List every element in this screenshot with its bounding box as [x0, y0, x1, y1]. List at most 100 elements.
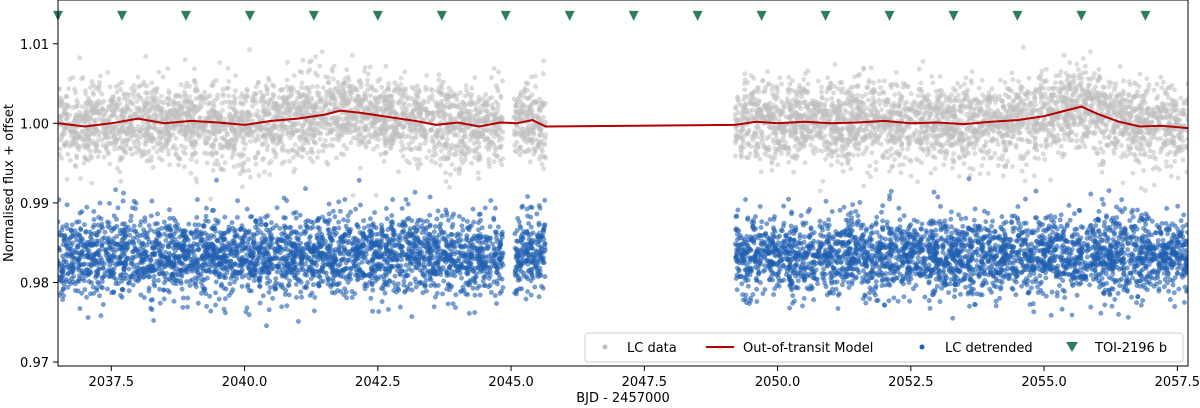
lc-data-point [95, 154, 101, 160]
lc-data-point [368, 92, 374, 98]
lc-data-point [469, 160, 475, 166]
lc-data-point [307, 59, 313, 65]
lc-data-point [221, 167, 227, 173]
lc-data-point [159, 147, 165, 153]
lc-data-point [189, 99, 195, 105]
lc-data-point [290, 154, 296, 160]
lc-data-point [472, 130, 478, 136]
lc-data-point [74, 97, 80, 103]
lc-data-point [840, 168, 846, 174]
lc-data-point [416, 89, 422, 95]
lc-data-point [204, 128, 210, 134]
lc-data-point [416, 101, 422, 107]
lc-data-point [511, 115, 517, 121]
lc-data-point [513, 103, 519, 109]
lc-data-point [299, 145, 305, 151]
lc-data-point [119, 122, 125, 128]
lc-data-point [433, 160, 439, 166]
lc-data-point [207, 100, 213, 106]
lc-data-point [533, 99, 539, 105]
lc-data-point [992, 150, 998, 156]
lc-data-point [148, 158, 154, 164]
lc-data-point [769, 167, 775, 173]
lc-data-point [210, 167, 216, 173]
lc-data-point [341, 142, 347, 148]
lc-data-point [101, 98, 107, 104]
lc-data-point [165, 101, 171, 107]
lc-data-point [262, 169, 268, 175]
lc-data-point [325, 131, 331, 137]
lc-data-point [241, 152, 247, 158]
lc-data-point [434, 127, 440, 133]
lc-data-point [819, 94, 825, 100]
lc-data-point [358, 84, 364, 90]
lc-data-point [482, 136, 488, 142]
lc-data-point [261, 93, 267, 99]
lc-data-point [165, 65, 171, 71]
lc-data-point [192, 150, 198, 156]
lc-data-point [1087, 119, 1093, 125]
lc-data-point [288, 113, 294, 119]
lc-data-point [450, 93, 456, 99]
lc-data-point [961, 81, 967, 87]
lc-data-point [1101, 84, 1107, 90]
lc-data-point [428, 86, 434, 92]
lc-data-point [182, 132, 188, 138]
lc-data-point [291, 73, 297, 79]
lc-data-point [237, 100, 243, 106]
lc-data-point [480, 132, 486, 138]
lc-data-point [423, 106, 429, 112]
lc-data-point [96, 79, 102, 85]
lc-data-point [266, 160, 272, 166]
lc-data-point [1144, 76, 1150, 82]
lc-data-point [835, 158, 841, 164]
lc-data-point [1106, 84, 1112, 90]
lc-data-point [245, 156, 251, 162]
lc-data-point [921, 148, 927, 154]
lc-data-point [936, 149, 942, 155]
lc-data-point [911, 99, 917, 105]
lc-data-point [160, 74, 166, 80]
lc-data-point [1151, 87, 1157, 93]
lc-data-point [70, 74, 76, 80]
lc-data-point [224, 85, 230, 91]
lc-data-point [864, 144, 870, 150]
lc-data-point [987, 155, 993, 161]
lc-data-point [511, 131, 517, 137]
lc-data-point [429, 153, 435, 159]
lc-data-point [123, 150, 129, 156]
lc-data-point [515, 96, 521, 102]
lc-data-point [214, 109, 220, 115]
lc-data-point [365, 82, 371, 88]
lc-data-point [342, 101, 348, 107]
lc-data-point [313, 54, 319, 60]
lc-data-point [241, 146, 247, 152]
lc-data-point [111, 142, 117, 148]
lc-data-point [365, 87, 371, 93]
lc-data-point [1180, 157, 1186, 163]
lc-data-point [279, 123, 285, 129]
lc-data-point [489, 75, 495, 81]
lc-data-point [1172, 158, 1178, 164]
lc-data-point [65, 151, 71, 157]
lc-data-point [188, 128, 194, 134]
lc-data-point [819, 89, 825, 95]
lc-data-point [453, 103, 459, 109]
lc-data-point [1120, 180, 1126, 186]
lc-data-point [819, 84, 825, 90]
lc-data-point [336, 137, 342, 143]
lc-data-point [143, 132, 149, 138]
lc-data-point [462, 157, 468, 163]
lc-data-point [149, 80, 155, 86]
lc-data-point [331, 115, 337, 121]
lc-data-point [848, 166, 854, 172]
lc-data-point [79, 76, 85, 82]
lc-data-point [262, 112, 268, 118]
lc-data-point [398, 81, 404, 87]
lc-data-point [144, 150, 150, 156]
lc-data-point [166, 88, 172, 94]
lc-data-point [253, 161, 259, 167]
lc-data-point [299, 69, 305, 75]
lc-data-point [374, 143, 380, 149]
lc-data-point [364, 77, 370, 83]
